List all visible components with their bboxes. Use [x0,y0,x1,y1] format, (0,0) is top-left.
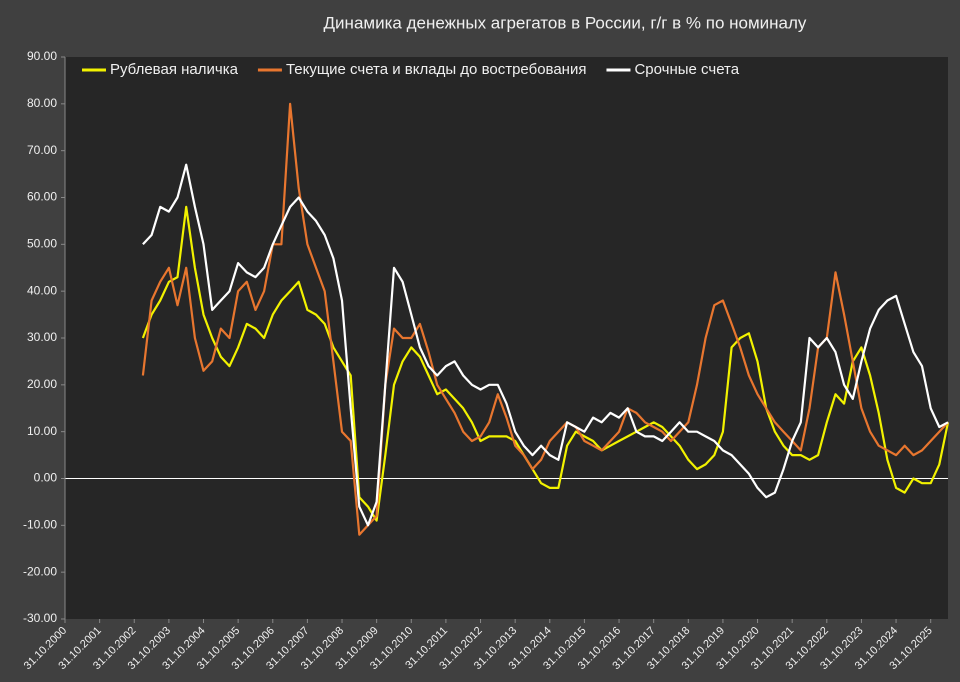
y-tick-label: 40.00 [27,283,57,297]
y-tick-label: 10.00 [27,424,57,438]
y-tick-label: 80.00 [27,96,57,110]
series-line [141,205,950,522]
series-line [142,163,949,527]
y-tick-label: 60.00 [27,190,57,204]
y-tick-label: 30.00 [27,330,57,344]
legend-label: Срочные счета [634,61,739,78]
y-tick-label: -20.00 [23,564,57,578]
legend-label: Текущие счета и вклады до востребования [286,61,587,78]
legend-label: Рублевая наличка [110,61,239,78]
y-tick-label: 50.00 [27,237,57,251]
y-tick-label: 20.00 [27,377,57,391]
y-tick-label: 0.00 [34,471,58,485]
y-tick-label: 90.00 [27,49,57,63]
chart-title: Динамика денежных агрегатов в России, г/… [324,13,807,32]
y-tick-label: -10.00 [23,518,57,532]
y-tick-label: -30.00 [23,611,57,625]
plot-area [65,57,948,619]
y-tick-label: 70.00 [27,143,57,157]
